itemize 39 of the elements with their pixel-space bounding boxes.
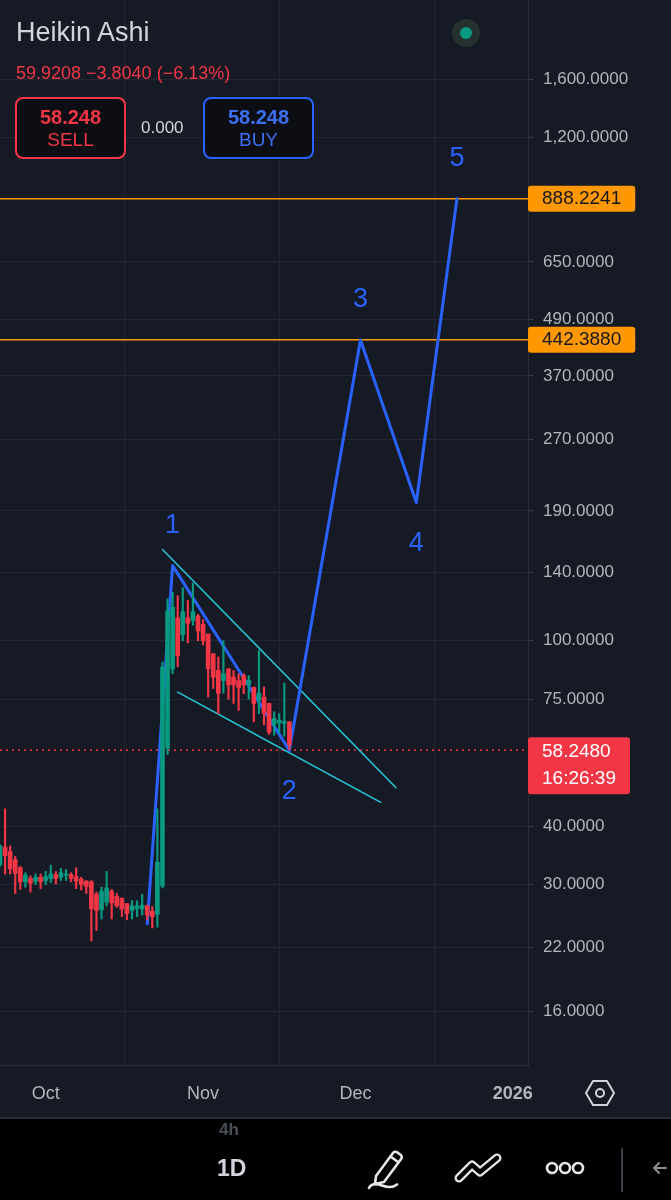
annotation: BUY — [237, 129, 280, 151]
annotation: 2 — [281, 774, 297, 805]
ref-line-label: 888.2241 — [542, 186, 622, 208]
annotation: 0.000 — [141, 118, 184, 138]
annotation: SELL — [46, 129, 95, 151]
annotation: 58.248 — [226, 105, 291, 129]
button: 58.248 BUY — [203, 97, 314, 159]
text: 16:26:39 — [542, 767, 616, 789]
y-tick-label: 16.0000 — [543, 1001, 605, 1021]
y-tick-label: 40.0000 — [543, 815, 605, 835]
y-tick-label: 490.0000 — [543, 308, 614, 328]
ref-line-label: 58.2480 — [542, 740, 611, 762]
text: Heikin Ashi — [16, 17, 150, 47]
annotation: 4 — [408, 526, 424, 557]
y-tick-label: 370.0000 — [543, 365, 614, 385]
y-tick-label: 140.0000 — [543, 562, 614, 582]
annotation: 5 — [449, 142, 465, 173]
y-tick-label: 100.0000 — [543, 630, 614, 650]
y-tick-label: 30.0000 — [543, 874, 605, 894]
text: 1D — [217, 1155, 247, 1181]
y-tick-label: 270.0000 — [543, 429, 614, 449]
y-tick-label: 1,200.0000 — [543, 127, 629, 147]
annotation: 1 — [165, 509, 181, 540]
y-tick-label: 1,600.0000 — [543, 69, 629, 89]
y-tick-label: 22.0000 — [543, 936, 605, 956]
text: 59.9208 −3.8040 (−6.13%) — [16, 62, 231, 84]
ref-line-label: 442.3880 — [542, 328, 622, 350]
x-tick-label: Nov — [187, 1082, 220, 1103]
candlestick — [28, 875, 33, 893]
button: 58.248 SELL — [15, 97, 126, 159]
annotation: 3 — [352, 283, 368, 314]
y-tick-label: 190.0000 — [543, 500, 614, 520]
x-tick-label: Dec — [339, 1082, 372, 1103]
annotation: 58.248 — [38, 105, 103, 129]
y-tick-label: 650.0000 — [543, 251, 614, 271]
x-tick-label: 2026 — [492, 1082, 533, 1103]
y-tick-label: 75.0000 — [543, 688, 605, 708]
text: 4h — [219, 1120, 239, 1139]
x-tick-label: Oct — [31, 1082, 60, 1103]
